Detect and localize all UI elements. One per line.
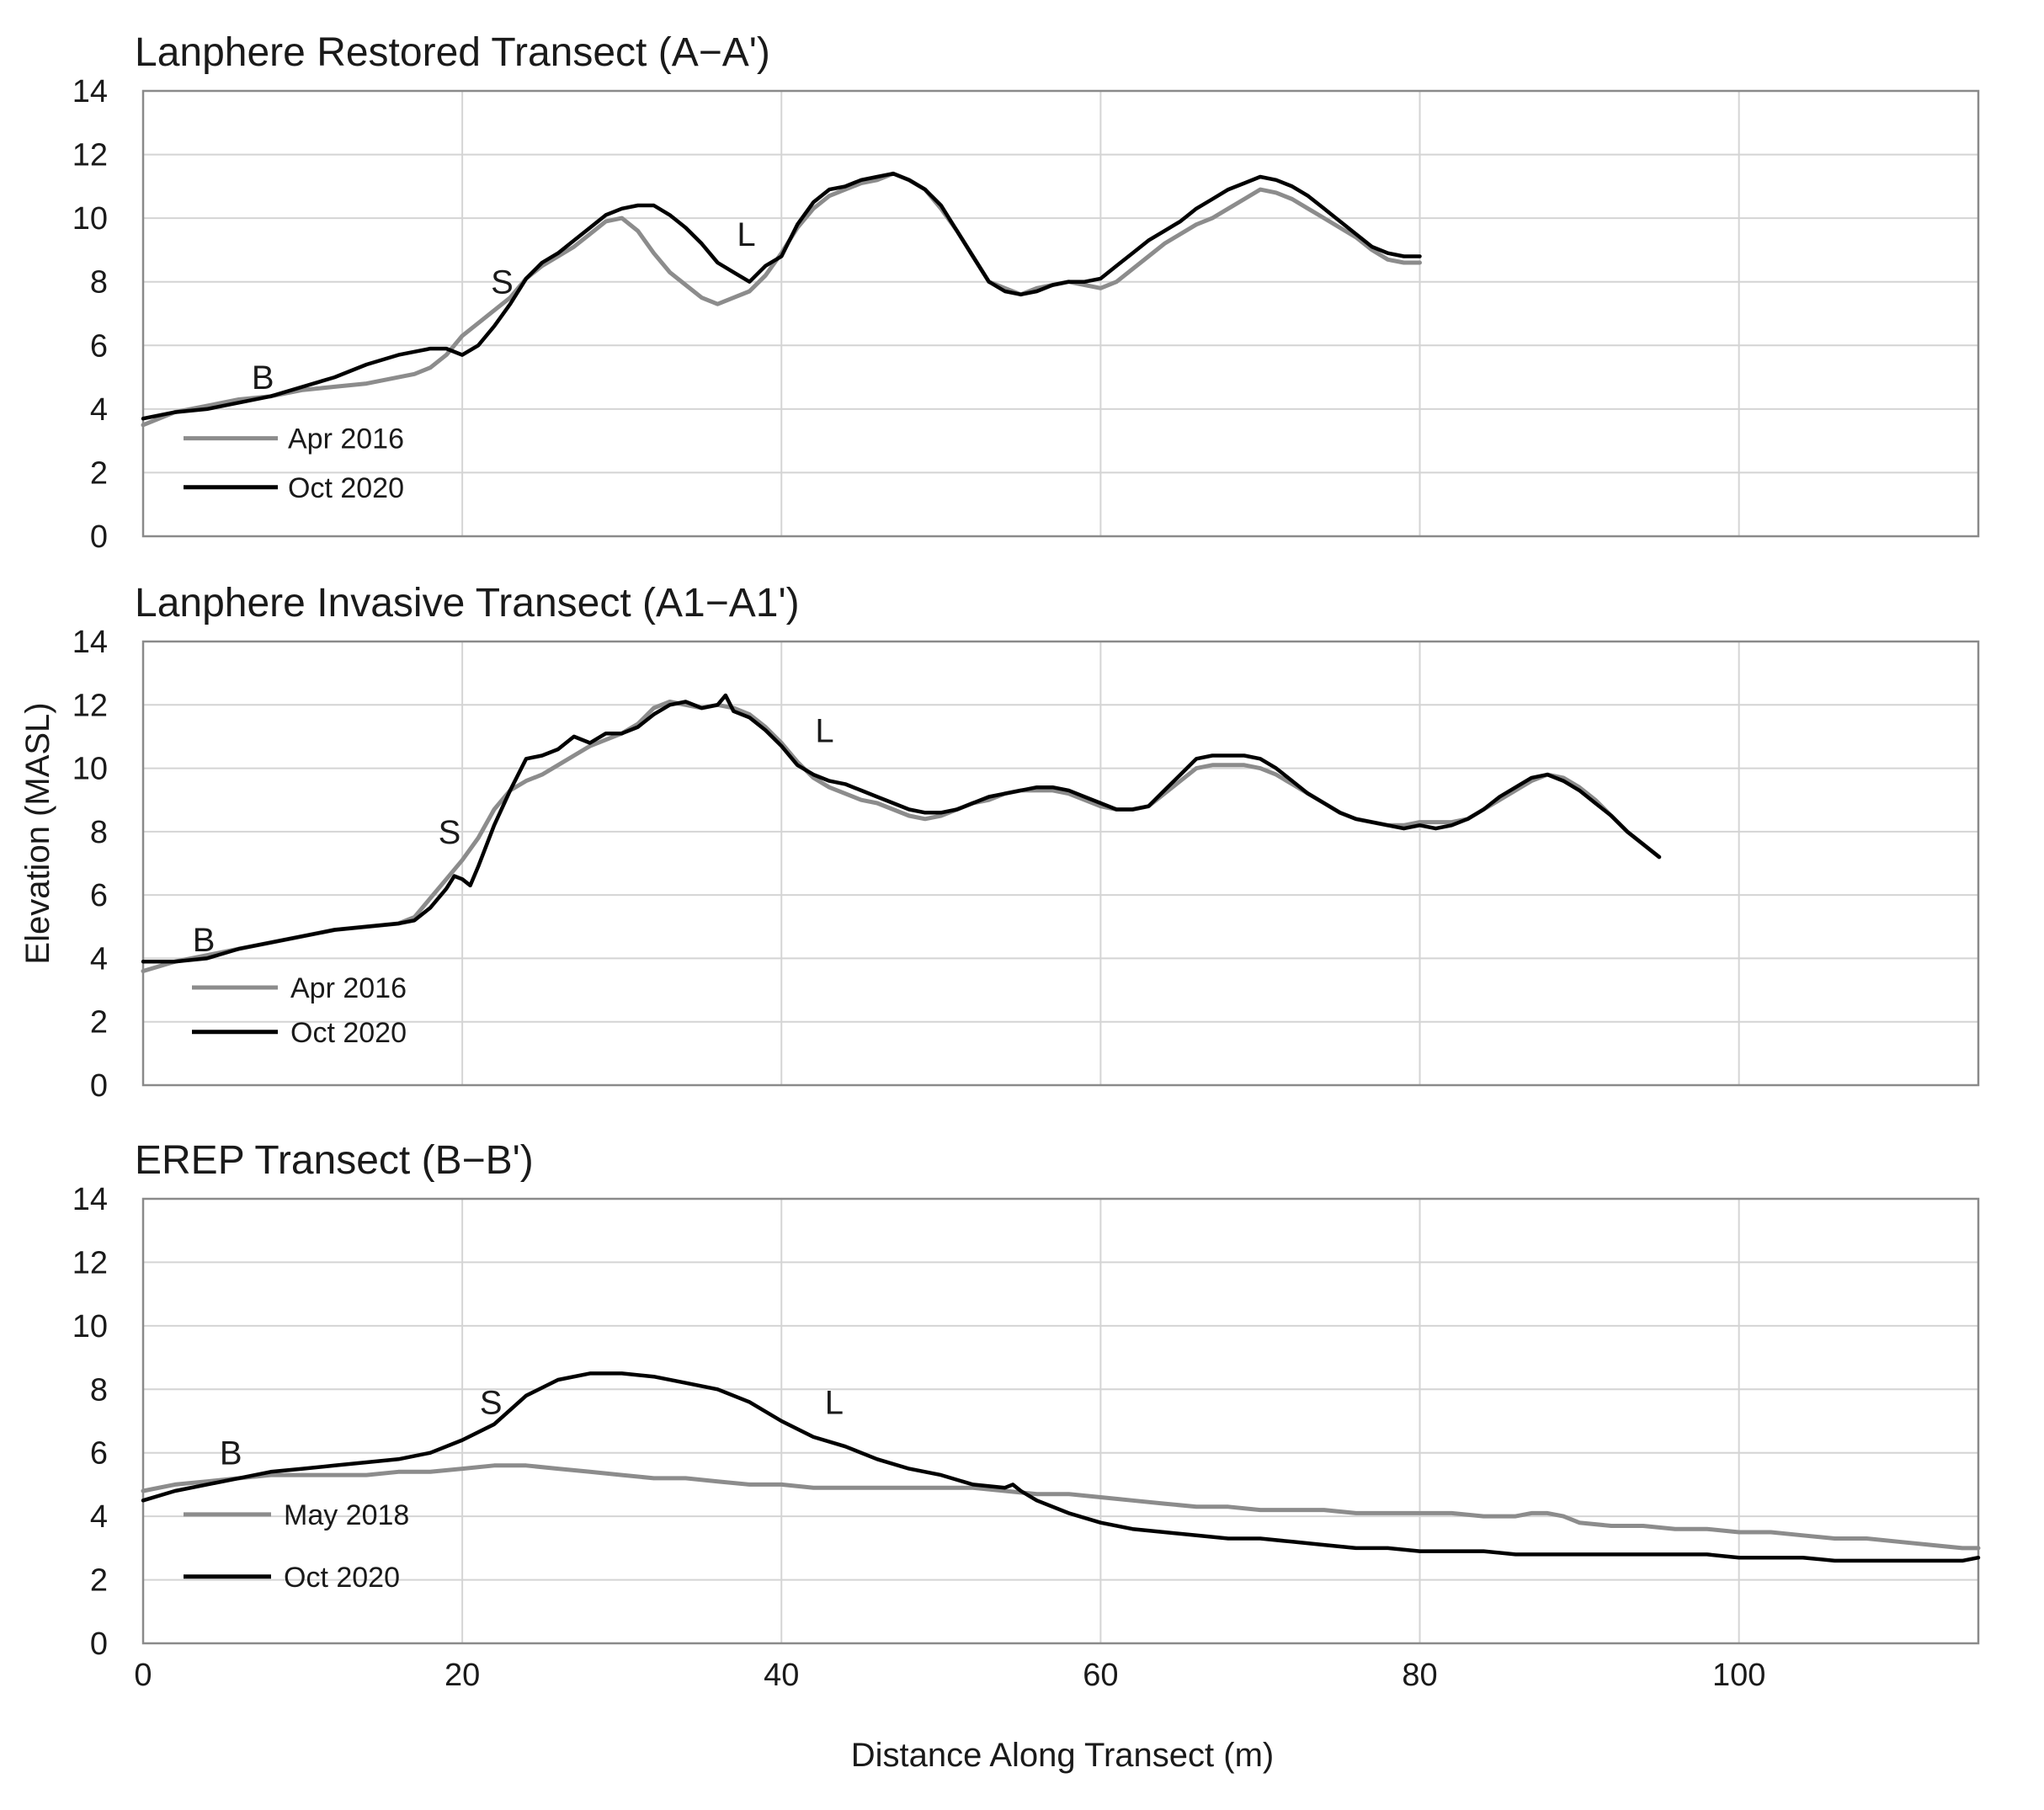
y-tick-label: 8: [90, 265, 108, 301]
legend-label: Apr 2016: [290, 972, 407, 1004]
annotation-label: S: [491, 264, 514, 301]
series-line-apr-2016: [141, 700, 1662, 973]
y-tick-label: 2: [90, 1563, 108, 1599]
x-tick-label: 0: [134, 1658, 152, 1693]
y-tick-label: 10: [72, 1309, 108, 1344]
y-tick-label: 6: [90, 1436, 108, 1472]
legend-label: May 2018: [284, 1499, 409, 1531]
y-tick-label: 0: [90, 519, 108, 555]
y-tick-label: 14: [72, 625, 108, 660]
chart-panels: 0 2 4 6 8 10 12 14 Lanphere Restored Transect (A…: [72, 30, 1981, 1693]
series-line-oct-2020: [141, 693, 1662, 964]
y-tick-label: 8: [90, 815, 108, 850]
y-tick-label: 2: [90, 1005, 108, 1041]
y-tick-label: 14: [72, 1182, 108, 1217]
y-tick-label: 14: [72, 74, 108, 109]
y-tick-label: 10: [72, 201, 108, 237]
x-tick-label: 80: [1402, 1658, 1437, 1693]
annotation-label: S: [480, 1384, 503, 1421]
y-tick-label: 4: [90, 392, 108, 428]
plot-frame: [141, 640, 1980, 1087]
x-tick-label: 20: [444, 1658, 480, 1693]
annotation-label: L: [815, 712, 833, 749]
y-tick-label: 12: [72, 1245, 108, 1280]
y-tick-label: 10: [72, 752, 108, 787]
panel-title: EREP Transect (B−B'): [135, 1138, 534, 1183]
annotation-label: L: [825, 1384, 844, 1421]
chart-panel-2: 0 2 4 6 8 10 12 14 Lanphere Invasive Transect (A…: [72, 581, 1980, 1104]
x-axis-label: Distance Along Transect (m): [851, 1737, 1274, 1774]
series-line-apr-2016: [141, 171, 1422, 428]
x-tick-label: 40: [764, 1658, 799, 1693]
y-tick-label: 2: [90, 455, 108, 491]
y-axis-label: Elevation (MASL): [19, 702, 56, 964]
series-line-may-2018: [141, 1463, 1981, 1551]
x-tick-label: 100: [1712, 1658, 1765, 1693]
x-tick-label: 60: [1083, 1658, 1118, 1693]
plot-frame: [141, 89, 1980, 538]
legend-label: Apr 2016: [288, 423, 404, 455]
series-line-oct-2020: [141, 171, 1422, 421]
annotation-label: B: [193, 922, 216, 959]
y-tick-label: 6: [90, 328, 108, 364]
y-tick-label: 12: [72, 688, 108, 723]
y-tick-label: 0: [90, 1626, 108, 1662]
legend: May 2018 Oct 2020: [184, 1499, 409, 1594]
annotation-label: L: [737, 216, 755, 253]
panel-title: Lanphere Restored Transect (A−A'): [135, 30, 770, 75]
y-tick-label: 4: [90, 941, 108, 977]
chart-panel-3: 0 2 4 6 8 10 12 14 0 20 40 60 80 100 EREP Transect (B−…: [72, 1138, 1981, 1693]
chart-panel-1: 0 2 4 6 8 10 12 14 Lanphere Restored Transect (A…: [72, 30, 1980, 555]
y-tick-label: 12: [72, 138, 108, 173]
legend: Apr 2016 Oct 2020: [184, 423, 404, 504]
y-tick-label: 4: [90, 1499, 108, 1535]
y-tick-label: 6: [90, 878, 108, 913]
legend: Apr 2016 Oct 2020: [192, 972, 407, 1049]
y-tick-label: 8: [90, 1372, 108, 1408]
plot-frame: [141, 1197, 1980, 1645]
annotation-label: S: [439, 814, 461, 851]
legend-label: Oct 2020: [288, 472, 404, 504]
legend-label: Oct 2020: [284, 1562, 400, 1594]
legend-label: Oct 2020: [290, 1017, 407, 1049]
series-line-oct-2020: [141, 1371, 1981, 1563]
annotation-label: B: [252, 359, 274, 397]
panel-title: Lanphere Invasive Transect (A1−A1'): [135, 581, 800, 626]
y-tick-label: 0: [90, 1068, 108, 1104]
annotation-label: B: [220, 1435, 242, 1472]
